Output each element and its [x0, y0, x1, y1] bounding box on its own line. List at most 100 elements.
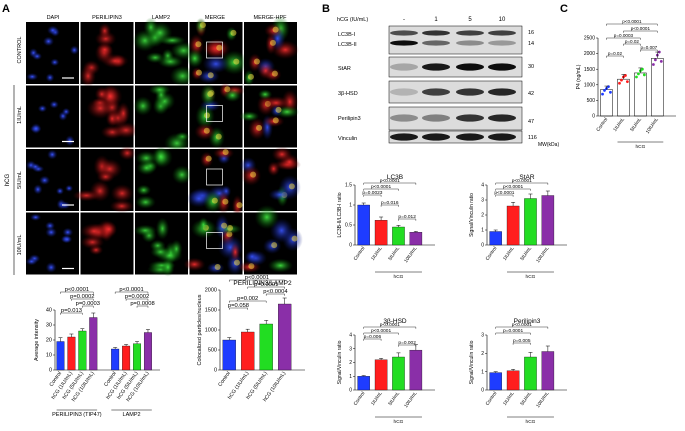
category-label: 5IU/mL	[387, 245, 401, 261]
micro-tile-r3-c0	[25, 212, 79, 275]
bar	[541, 195, 555, 246]
data-point	[640, 67, 644, 71]
category-label: 10IU/mL	[403, 245, 419, 264]
micro-col-label-dapi: DAPI	[47, 15, 60, 21]
blot-band	[422, 114, 450, 122]
green-blob	[169, 65, 196, 87]
merge-blob	[268, 188, 292, 201]
blot-strip	[388, 80, 523, 104]
nucleus-blob	[61, 107, 71, 116]
coloc-blob	[250, 171, 257, 178]
micro-row-label-10iu: 10IU/mL	[17, 235, 23, 256]
y-tick-label: 1	[349, 203, 352, 209]
p-value-label: p<0.0001	[494, 190, 514, 196]
blot-band	[422, 88, 450, 96]
y-tick-label: 40	[46, 308, 52, 314]
category-label: Control	[485, 246, 499, 262]
blot-mw-label: MW(kDa)	[538, 142, 559, 148]
coloc-blob	[272, 117, 279, 124]
red-blob	[96, 170, 115, 183]
blot-band	[422, 30, 450, 36]
microscopy-grid: DAPI PERILIPIN3 LAMP2 MERGE MERGE-HPF CO…	[5, 15, 303, 277]
bar	[278, 303, 292, 371]
group-label: hCG	[526, 419, 536, 425]
bar	[541, 351, 555, 391]
nucleus-blob	[25, 257, 38, 266]
blot-lane-2: 1	[434, 17, 438, 23]
p-value-label: p=0.0023	[362, 190, 382, 196]
y-axis-label: Signal/Vinculin ratio	[337, 340, 343, 384]
data-point	[601, 92, 604, 96]
nucleus-blob	[45, 73, 55, 82]
blot-strip	[388, 130, 523, 144]
y-tick-label: 1500	[584, 67, 595, 73]
blot-band	[390, 114, 418, 122]
merge-blob	[271, 146, 293, 163]
nucleus-blob	[50, 58, 60, 67]
y-tick-label: 0	[481, 243, 484, 249]
y-tick-label: 3	[481, 198, 484, 204]
data-point	[635, 75, 638, 79]
y-axis-label: LC3B-II/LC3B-I ratio	[337, 192, 343, 237]
blot-band	[422, 63, 450, 71]
green-blob	[143, 17, 159, 38]
bar	[78, 330, 87, 371]
y-tick-label: 0	[349, 388, 352, 394]
green-blob	[153, 147, 168, 167]
chart-title: 3β-HSD	[383, 318, 407, 325]
coloc-blob	[216, 44, 223, 51]
blot-band	[456, 88, 484, 96]
red-blob	[80, 235, 105, 250]
micro-tile-r2-c1	[72, 145, 136, 213]
y-tick-label: 0.5	[345, 223, 352, 229]
y-tick-label: 1.5	[345, 183, 352, 189]
panel-letter-a: A	[2, 3, 10, 15]
category-label: 5IU/mL	[629, 116, 643, 132]
coloc-blob	[215, 133, 222, 140]
green-blob	[135, 195, 156, 209]
blot-band	[488, 114, 516, 122]
y-axis-label: Signal/Vinculin ratio	[469, 340, 475, 384]
bar	[143, 332, 152, 371]
chart-title: LC3B	[387, 174, 403, 181]
y-tick-label: 4	[349, 333, 352, 339]
coloc-blob	[272, 26, 279, 33]
nucleus-blob	[26, 72, 39, 81]
micro-group-label-hcg: hCG	[5, 174, 11, 187]
blot-row-label: Vinculin	[338, 136, 357, 142]
micro-tile-r2-c3	[186, 147, 243, 218]
bar	[259, 323, 273, 371]
coloc-blob	[203, 127, 210, 134]
bar	[67, 336, 76, 371]
coloc-blob	[256, 124, 263, 131]
nucleus-blob	[69, 45, 79, 55]
micro-tile-r2-c4	[239, 146, 302, 211]
green-blob	[133, 96, 153, 116]
red-blob	[98, 22, 112, 39]
merge-blob	[254, 204, 280, 230]
blot-band	[422, 40, 450, 46]
blot-row-label: LC3B-II	[338, 42, 357, 48]
coloc-blob	[204, 112, 211, 119]
p-value-label: p=0.006	[364, 334, 382, 340]
coloc-blob	[222, 149, 229, 156]
merge-blob	[267, 258, 294, 273]
bar	[122, 345, 131, 371]
data-point	[607, 85, 610, 89]
red-blob	[109, 199, 134, 213]
micro-col-label-merge-hpf: MERGE-HPF	[254, 15, 288, 21]
red-blob	[112, 122, 140, 139]
merge-blob	[239, 111, 260, 122]
nucleus-blob	[32, 52, 43, 61]
red-blob	[80, 223, 108, 240]
p-value-label: p=0.0001	[503, 328, 523, 334]
bar	[89, 317, 98, 371]
nucleus-blob	[45, 227, 58, 238]
y-axis-label: Colocalized particles/nucleus	[197, 294, 203, 365]
p-value-label: p=0.005	[513, 338, 531, 344]
micro-tile-r2-c2	[135, 146, 192, 211]
red-blob	[105, 110, 119, 127]
nucleus-blob	[42, 36, 55, 47]
bar	[489, 372, 502, 391]
nucleus-blob	[61, 235, 73, 244]
